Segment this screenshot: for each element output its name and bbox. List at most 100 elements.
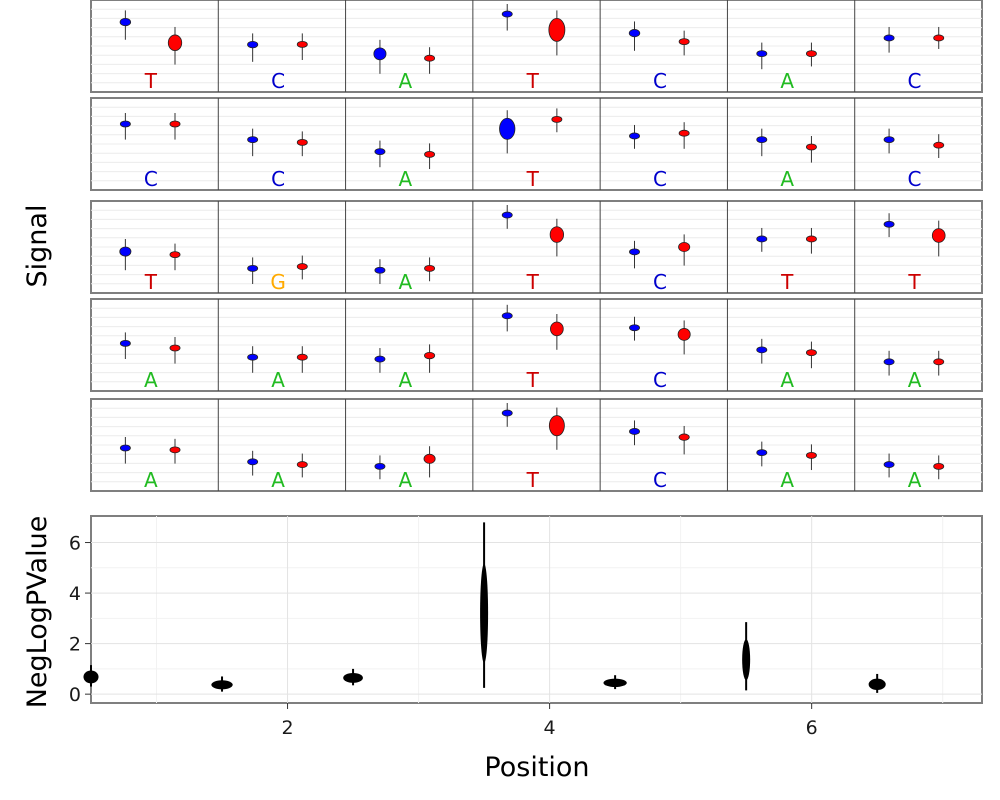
violin-blue (883, 461, 895, 468)
violin-red (550, 321, 564, 337)
pvalue-violin (83, 670, 99, 684)
base-label: A (399, 69, 413, 93)
violin-red (423, 453, 436, 464)
violin-red (169, 120, 181, 128)
base-label: A (780, 69, 794, 93)
violin-blue (247, 458, 259, 466)
base-label: A (271, 468, 285, 492)
violin-blue (373, 47, 387, 61)
violin-blue (501, 10, 513, 18)
violin-blue (756, 346, 768, 354)
pvalue-ticks: 0 2 4 6 2 4 6 (69, 533, 818, 739)
violin-red (548, 415, 565, 437)
violin-red (678, 38, 690, 46)
base-label: A (144, 368, 158, 392)
violin-red (296, 263, 308, 270)
pvalue-panel-background (90, 515, 983, 704)
base-label: C (653, 468, 667, 492)
signal-panels: T C A T C A C C C A T C A C T G A T C T T A A A T C A A A A A T C A A (90, 0, 983, 492)
violin-blue (119, 444, 131, 452)
violin-red (805, 349, 817, 357)
violin-red (805, 235, 817, 243)
violin-red (167, 34, 183, 51)
pvalue-violin (742, 639, 751, 681)
violin-red (678, 433, 690, 441)
violin-red (933, 34, 945, 42)
base-label: G (270, 270, 286, 294)
violin-blue (501, 409, 513, 417)
base-label: T (526, 167, 540, 191)
violin-red (169, 251, 181, 259)
violin-red (551, 116, 563, 123)
violin-red (805, 143, 817, 151)
pvalue-violin (868, 678, 886, 691)
violin-red (933, 358, 945, 366)
violin-blue (628, 29, 641, 38)
violin-blue (247, 136, 259, 144)
y-tick-label: 0 (69, 684, 81, 706)
violin-red (296, 461, 308, 468)
violin-blue (247, 264, 259, 272)
violin-blue (119, 246, 132, 257)
base-label: A (780, 468, 794, 492)
violin-blue (629, 248, 640, 256)
base-label: A (399, 167, 413, 191)
base-label: A (908, 368, 922, 392)
pvalue-violin (480, 563, 489, 664)
pvalue-y-axis-label: NegLogPValue (22, 516, 53, 709)
base-label: C (908, 167, 922, 191)
pvalue-panel: 0 2 4 6 2 4 6 (69, 515, 983, 739)
violin-blue (119, 17, 132, 27)
violin-blue (374, 355, 386, 363)
violin-blue (119, 339, 131, 347)
violin-red (678, 241, 691, 252)
base-label: C (653, 167, 667, 191)
base-label: T (907, 270, 921, 294)
base-label: T (526, 468, 540, 492)
x-tick-label: 2 (281, 717, 293, 739)
violin-red (549, 226, 565, 243)
base-label: T (144, 270, 158, 294)
base-label: T (780, 270, 794, 294)
violin-red (805, 50, 817, 57)
violin-red (169, 344, 181, 352)
violin-red (424, 150, 436, 158)
violin-red (677, 328, 691, 341)
base-label: C (271, 69, 285, 93)
pvalue-violin (343, 672, 363, 683)
base-label: C (908, 69, 922, 93)
base-label: A (399, 270, 413, 294)
violin-blue (374, 148, 386, 156)
violin-blue (374, 462, 386, 470)
pvalue-violins (83, 522, 886, 693)
base-label: T (526, 368, 540, 392)
violin-blue (883, 358, 895, 366)
pvalue-violin (603, 678, 627, 688)
violin-blue (883, 34, 895, 42)
base-label: T (144, 69, 158, 93)
violin-blue (501, 211, 513, 219)
x-axis-label: Position (484, 752, 589, 783)
violin-red (169, 446, 181, 454)
violin-blue (119, 120, 131, 128)
pvalue-gridlines (91, 516, 982, 703)
violin-blue (883, 220, 895, 228)
base-label: T (526, 270, 540, 294)
violin-red (678, 129, 690, 137)
base-label: A (271, 368, 285, 392)
violin-red (424, 264, 436, 272)
base-label: A (144, 468, 158, 492)
violin-red (296, 41, 308, 48)
violin-red (296, 353, 308, 361)
base-label: A (399, 368, 413, 392)
base-label: A (399, 468, 413, 492)
y-tick-label: 6 (69, 533, 81, 555)
violin-red (933, 141, 945, 149)
y-tick-label: 2 (69, 634, 81, 656)
violin-red (424, 351, 436, 360)
